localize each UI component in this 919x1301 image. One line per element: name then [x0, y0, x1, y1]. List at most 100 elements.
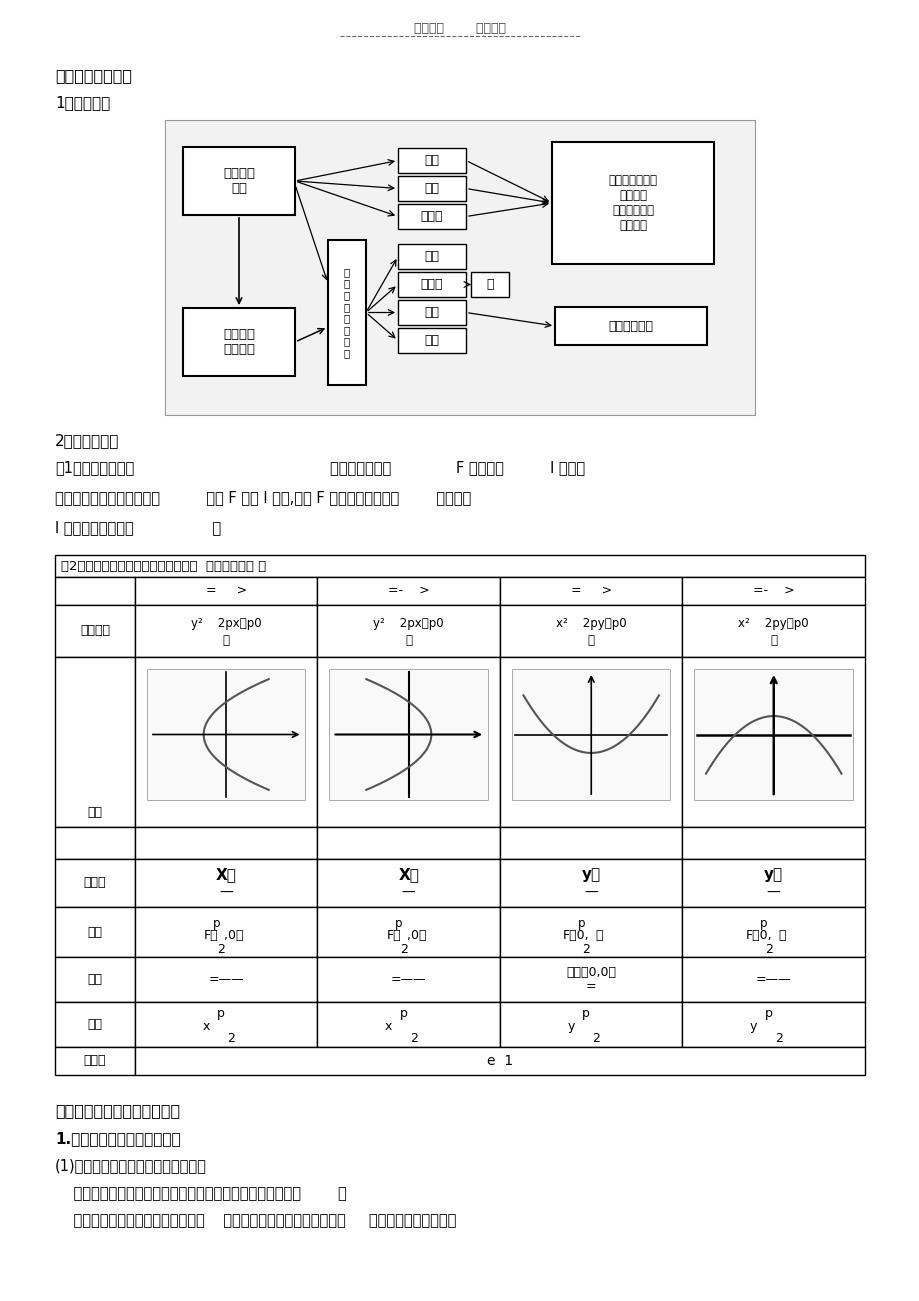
Text: —: —	[219, 886, 233, 900]
Bar	[398, 245, 466, 269]
Bar	[317, 907, 499, 958]
Text: 对称性: 对称性	[420, 278, 443, 291]
Text: x²    2py（p0: x² 2py（p0	[555, 617, 626, 630]
Text: y²    2px（p0: y² 2px（p0	[373, 617, 444, 630]
Text: 对称轴: 对称轴	[84, 877, 106, 890]
Text: ）: ）	[404, 635, 412, 648]
Bar	[183, 308, 295, 376]
Text: 抛物线的画法: 抛物线的画法	[607, 320, 652, 333]
Bar	[554, 307, 706, 345]
Text: x: x	[202, 1020, 210, 1033]
Bar	[398, 204, 466, 229]
Bar	[682, 859, 864, 907]
Text: (1)直线与圆锥曲线的位置关系和判定: (1)直线与圆锥曲线的位置关系和判定	[55, 1158, 207, 1174]
Bar	[317, 958, 499, 1002]
Text: F（0,: F（0,	[744, 929, 771, 942]
Bar	[55, 958, 135, 1002]
Text: 2: 2	[409, 1032, 417, 1045]
Text: =-    >: =- >	[752, 584, 794, 597]
Bar	[499, 1002, 682, 1047]
Bar	[398, 301, 466, 325]
Bar	[682, 958, 864, 1002]
Text: 原点〔0,0〕
=: 原点〔0,0〕 =	[565, 965, 616, 994]
Text: p: p	[582, 1007, 590, 1020]
Text: 2: 2	[400, 943, 407, 956]
Text: ）: ）	[777, 929, 785, 942]
Bar	[135, 958, 317, 1002]
Bar	[135, 578, 317, 605]
Bar	[135, 907, 317, 958]
Text: 直线与圆锥曲线的位置关系有三种情形：相交，相切，相离        。: 直线与圆锥曲线的位置关系有三种情形：相交，相切，相离 。	[55, 1187, 346, 1201]
Bar	[398, 176, 466, 200]
Text: y²    2px（p0: y² 2px（p0	[191, 617, 261, 630]
Text: 轴: 轴	[486, 278, 494, 291]
Bar	[512, 669, 670, 800]
Bar	[682, 827, 864, 859]
Text: 方法：直线方程是二元一次方程，    圆锥曲线方程是二元二次方程，     由它们组成的方程组，: 方法：直线方程是二元一次方程， 圆锥曲线方程是二元二次方程， 由它们组成的方程组…	[55, 1213, 456, 1228]
Text: 2: 2	[227, 1032, 235, 1045]
Text: ）: ）	[222, 635, 230, 648]
Text: ：平面内到定点              F 和定直线          l 的距离: ：平面内到定点 F 和定直线 l 的距离	[330, 461, 584, 475]
Bar	[317, 578, 499, 605]
Text: ）: ）	[769, 635, 777, 648]
Text: 抛
物
线
的
几
何
性
质: 抛 物 线 的 几 何 性 质	[344, 267, 350, 358]
Text: x: x	[385, 1020, 392, 1033]
Bar	[135, 605, 317, 657]
Text: p: p	[577, 917, 584, 930]
Bar	[55, 1002, 135, 1047]
Bar	[682, 657, 864, 827]
Text: 离心率: 离心率	[420, 209, 443, 222]
Text: p: p	[759, 917, 766, 930]
Text: p: p	[764, 1007, 772, 1020]
Text: 2，基本学问点: 2，基本学问点	[55, 433, 119, 448]
Bar	[55, 657, 135, 827]
Text: ,0）: ,0）	[406, 929, 426, 942]
Text: x²    2py（p0: x² 2py（p0	[738, 617, 808, 630]
Text: 2: 2	[774, 1032, 782, 1045]
Bar	[55, 556, 864, 578]
Text: p: p	[217, 1007, 225, 1020]
Text: 学习必备        欢迎下载: 学习必备 欢迎下载	[414, 22, 505, 35]
Bar	[694, 669, 852, 800]
Bar	[471, 272, 508, 297]
Text: F（0,: F（0,	[562, 929, 589, 942]
Text: 〔1〕抛物线的定义: 〔1〕抛物线的定义	[55, 461, 134, 475]
Bar	[147, 669, 305, 800]
Bar	[135, 1002, 317, 1047]
Bar	[682, 907, 864, 958]
Bar	[682, 1002, 864, 1047]
Bar	[499, 578, 682, 605]
Bar	[551, 142, 713, 264]
Bar	[135, 657, 317, 827]
Text: —: —	[766, 886, 780, 900]
Bar	[499, 827, 682, 859]
Bar	[317, 827, 499, 859]
Text: ）: ）	[595, 929, 602, 942]
Bar	[317, 605, 499, 657]
Text: ）: ）	[587, 635, 594, 648]
Text: 通径: 通径	[424, 334, 439, 347]
Text: 第四部分：圆锥曲线综合问题: 第四部分：圆锥曲线综合问题	[55, 1103, 180, 1118]
Bar	[165, 120, 754, 415]
Bar	[317, 657, 499, 827]
Text: 1.直线与圆锥曲线的位置关系: 1.直线与圆锥曲线的位置关系	[55, 1131, 180, 1146]
Text: 2: 2	[764, 943, 772, 956]
Bar	[317, 1002, 499, 1047]
Text: 范围: 范围	[424, 250, 439, 263]
Bar	[55, 605, 135, 657]
Text: =-    >: =- >	[388, 584, 429, 597]
Bar	[499, 657, 682, 827]
Bar	[317, 859, 499, 907]
Text: —: —	[402, 886, 415, 900]
Text: =     >: = >	[570, 584, 611, 597]
Bar	[135, 859, 317, 907]
Text: 相等的点的轨迹叫做抛物线          〔点 F 不在 l 上〕,定点 F 叫做抛物线的焦点        ，定直线: 相等的点的轨迹叫做抛物线 〔点 F 不在 l 上〕,定点 F 叫做抛物线的焦点 …	[55, 490, 471, 505]
Bar	[55, 859, 135, 907]
Bar	[499, 859, 682, 907]
Text: 焦点: 焦点	[87, 925, 102, 938]
Bar	[499, 907, 682, 958]
Text: F（: F（	[204, 929, 219, 942]
Text: 抛物线的定义、
标准方程
与几何性质的
综合应用: 抛物线的定义、 标准方程 与几何性质的 综合应用	[607, 174, 657, 232]
Text: p: p	[394, 917, 403, 930]
Text: 顶点: 顶点	[87, 973, 102, 986]
